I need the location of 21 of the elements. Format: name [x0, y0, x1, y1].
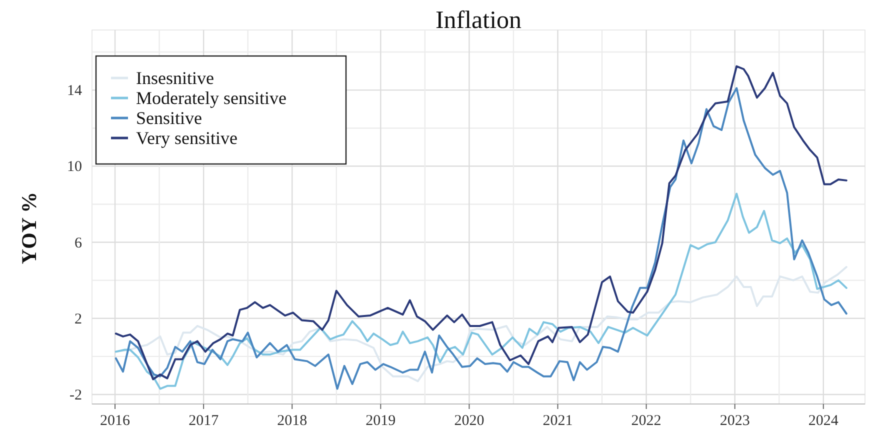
legend-label: Very sensitive [136, 128, 238, 148]
legend-label: Sensitive [136, 108, 202, 128]
line-series [114, 192, 848, 390]
x-tick-label: 2020 [454, 413, 484, 429]
y-axis-title: YOY % [17, 192, 41, 264]
chart-title: Inflation [435, 7, 522, 34]
x-tick-label: 2024 [808, 413, 839, 429]
legend-label: Insesnitive [136, 68, 214, 88]
x-tick-label: 2016 [100, 413, 131, 429]
y-tick-label: 14 [67, 83, 82, 100]
x-tick-label: 2022 [631, 413, 662, 429]
x-tick-label: 2021 [542, 413, 573, 429]
x-tick-label: 2017 [188, 413, 220, 429]
y-tick-label: 10 [67, 159, 82, 176]
x-tick-label: 2023 [720, 413, 750, 429]
x-tick-label: 2018 [277, 413, 308, 429]
y-tick-label: 6 [74, 235, 82, 252]
y-tick-label: -2 [70, 387, 82, 404]
legend-label: Moderately sensitive [136, 88, 286, 108]
x-tick-label: 2019 [366, 413, 396, 429]
y-tick-label: 2 [74, 311, 82, 328]
